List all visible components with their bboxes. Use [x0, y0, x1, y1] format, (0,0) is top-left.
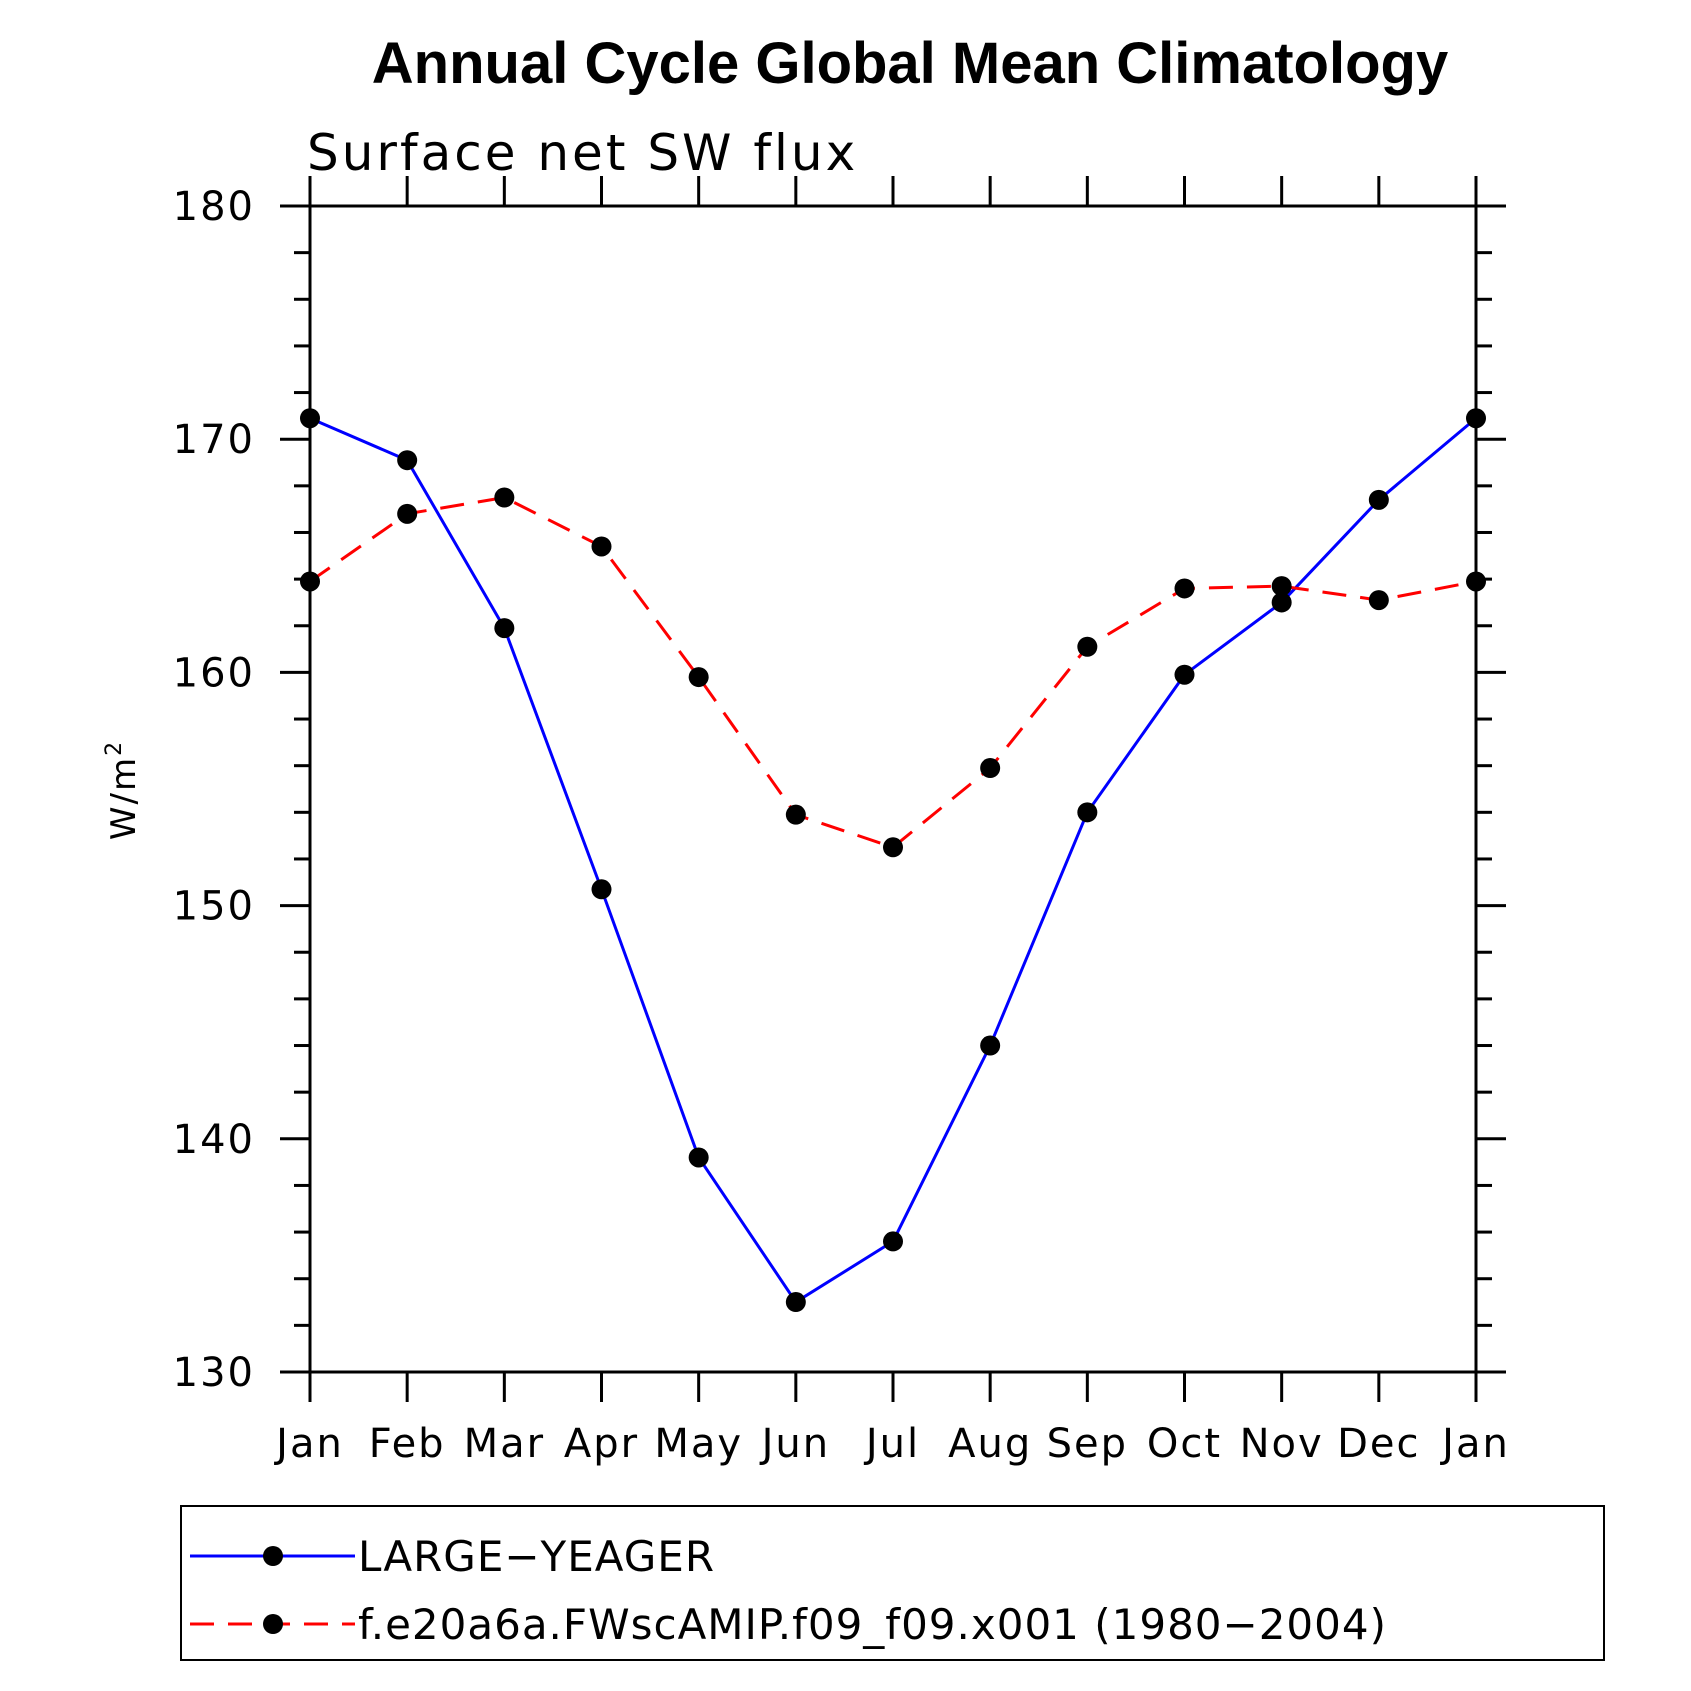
series-1-point: [1271, 592, 1292, 613]
x-tick-label: Dec: [1337, 1421, 1420, 1467]
series-2-point: [1368, 590, 1389, 611]
legend-label-2: f.e20a6a.FWscAMIP.f09_f09.x001 (1980−200…: [358, 1600, 1387, 1649]
series-1-point: [980, 1035, 1001, 1056]
x-tick-label: Jan: [273, 1421, 344, 1467]
legend-label-1: LARGE−YEAGER: [358, 1532, 715, 1581]
series-1-point: [1368, 489, 1389, 510]
series-2-point: [688, 667, 709, 688]
series-2-point: [1466, 571, 1486, 592]
x-tick-label: Aug: [948, 1421, 1032, 1467]
series-2-point: [591, 536, 612, 557]
x-tick-label: Oct: [1147, 1421, 1222, 1467]
series-2-point: [1174, 578, 1195, 599]
series-2-point: [785, 804, 806, 825]
series-2-point: [980, 758, 1001, 779]
y-axis-label-superscript: 2: [102, 740, 127, 756]
series-2-point: [883, 837, 903, 858]
series-2-point: [300, 571, 320, 592]
chart-subtitle: Surface net SW flux: [307, 124, 858, 182]
x-tick-label: May: [654, 1421, 743, 1467]
y-tick-label: 150: [173, 884, 255, 930]
series-2-point: [494, 487, 515, 508]
x-tick-label: Feb: [369, 1421, 446, 1467]
y-axis: 130 140 150 160 170 180: [173, 184, 1506, 1396]
y-tick-label: 170: [173, 417, 255, 463]
series-layer: [300, 408, 1486, 1313]
series-1-point: [397, 450, 418, 471]
x-tick-label: Jan: [1439, 1421, 1510, 1467]
x-tick-label: Nov: [1240, 1421, 1324, 1467]
series-1-point: [300, 408, 320, 429]
series-1-point: [883, 1231, 903, 1252]
y-tick-label: 140: [173, 1117, 255, 1163]
y-axis-label-unit: W/m: [104, 756, 144, 840]
series-line-2: [309, 495, 1477, 849]
x-tick-label: Jul: [863, 1421, 920, 1467]
series-1-point: [1466, 408, 1486, 429]
series-2-point: [397, 503, 418, 524]
legend-marker-2: [263, 1614, 283, 1634]
series-1-point: [1174, 664, 1195, 685]
x-tick-label: Apr: [564, 1421, 639, 1467]
legend-marker-1: [263, 1546, 283, 1566]
x-tick-label: Jun: [759, 1421, 831, 1467]
y-tick-label: 180: [173, 184, 255, 230]
chart-title: Annual Cycle Global Mean Climatology: [372, 31, 1448, 96]
series-1-point: [1077, 802, 1098, 823]
series-2-point: [1271, 576, 1292, 597]
series-1-point: [785, 1292, 806, 1313]
y-axis-label: W/m2: [102, 740, 144, 840]
legend: LARGE−YEAGER f.e20a6a.FWscAMIP.f09_f09.x0…: [180, 1505, 1605, 1661]
x-tick-label: Mar: [464, 1421, 545, 1467]
y-tick-label: 160: [173, 650, 255, 696]
series-1-point: [591, 879, 612, 900]
x-axis: Jan Feb Mar Apr May Jun Jul Aug Sep Oct Nov Dec Jan: [273, 176, 1510, 1467]
legend-box: [180, 1505, 1605, 1661]
x-tick-label: Sep: [1047, 1421, 1128, 1467]
series-2-point: [1077, 636, 1098, 657]
y-tick-label: 130: [173, 1350, 255, 1396]
series-1-point: [494, 618, 515, 639]
series-line-1: [309, 416, 1477, 1305]
series-1-point: [688, 1147, 709, 1168]
plot-frame: [308, 204, 1478, 1374]
